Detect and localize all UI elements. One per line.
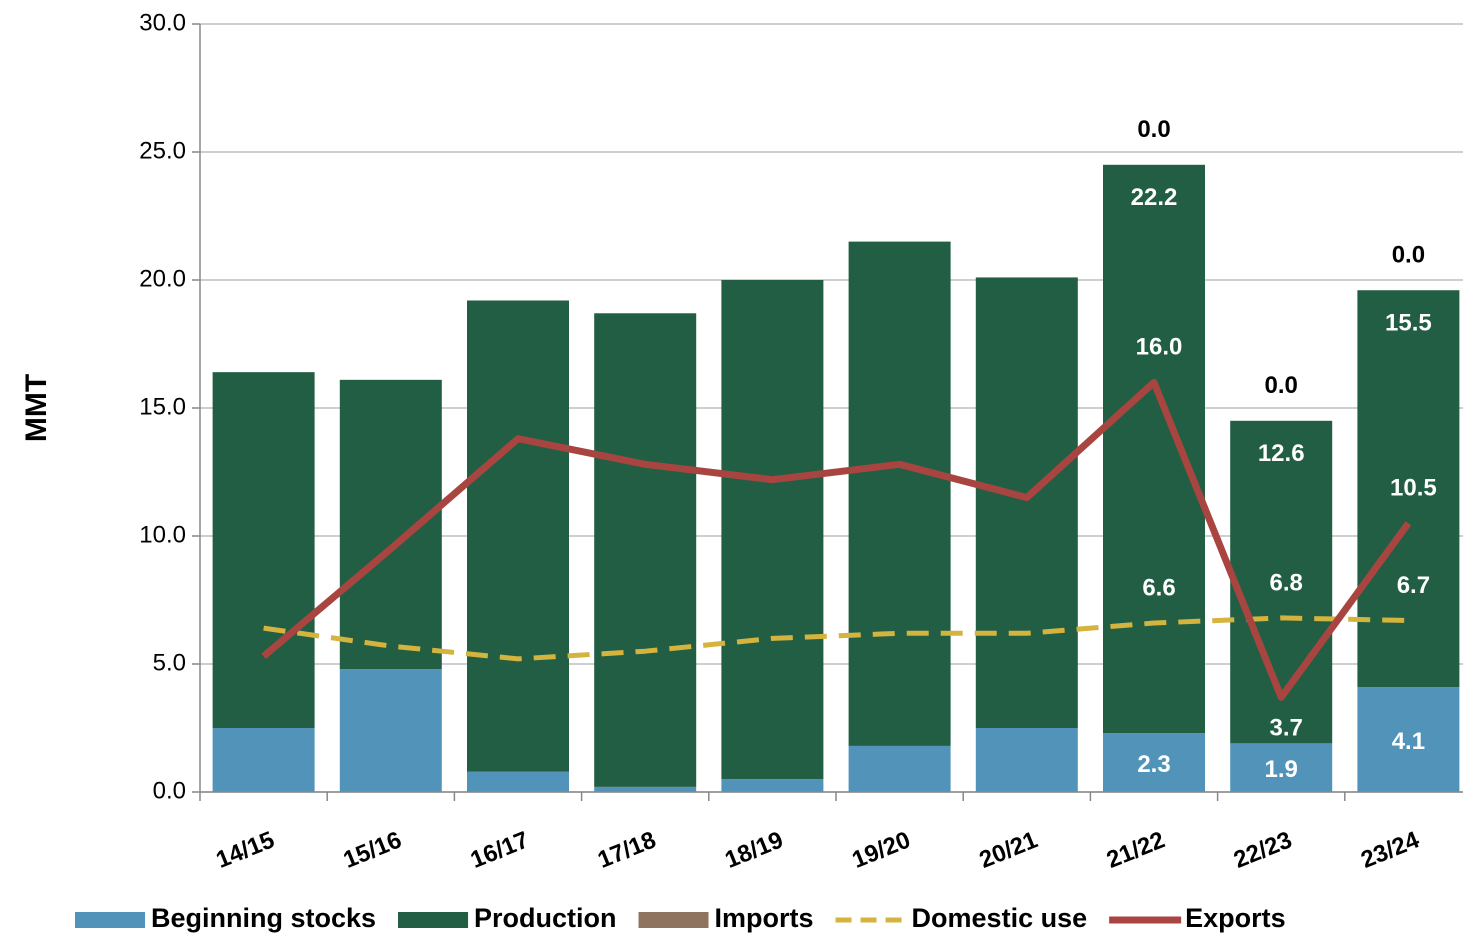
data-label: 15.5	[1385, 310, 1432, 337]
y-tick-label: 20.0	[139, 265, 186, 292]
x-tick-label: 21/22	[1103, 826, 1169, 874]
y-tick-label: 30.0	[139, 9, 186, 36]
bar-segment	[212, 372, 315, 728]
x-tick-label: 14/15	[212, 826, 278, 874]
bar-segment	[212, 728, 315, 792]
x-tick-label: 19/20	[848, 826, 914, 874]
y-tick-label: 25.0	[139, 137, 186, 164]
data-label: 6.6	[1142, 574, 1175, 601]
legend-swatch	[75, 912, 145, 928]
bar-segment	[975, 728, 1078, 792]
bar-segment	[1103, 164, 1205, 734]
data-label: 1.9	[1265, 756, 1298, 783]
bar-segment	[848, 745, 951, 792]
y-tick-label: 10.0	[139, 521, 186, 548]
bar-segment	[848, 241, 951, 746]
y-tick-label: 15.0	[139, 393, 186, 420]
bar-segment	[1357, 687, 1460, 792]
data-label: 10.5	[1390, 475, 1437, 502]
bar-segment	[721, 280, 824, 780]
data-label: 0.0	[1137, 116, 1170, 143]
bar-segment	[467, 771, 569, 792]
bar-segment	[1357, 290, 1460, 688]
data-label: 16.0	[1136, 334, 1183, 361]
legend-label: Imports	[715, 903, 814, 933]
legend-swatch	[638, 912, 709, 928]
data-label: 4.1	[1392, 728, 1425, 755]
y-axis-label: MMT	[20, 374, 53, 442]
legend-swatch	[398, 912, 469, 928]
line-series	[263, 615, 1409, 662]
data-label: 6.8	[1270, 569, 1303, 596]
y-tick-label: 5.0	[153, 649, 186, 676]
data-label: 12.6	[1258, 440, 1305, 467]
x-tick-label: 15/16	[340, 826, 406, 874]
y-tick-label: 0.0	[153, 777, 186, 804]
bar-segment	[339, 379, 442, 670]
data-label: 6.7	[1397, 572, 1430, 599]
bar-segment	[1103, 733, 1205, 792]
data-label: 3.7	[1270, 715, 1303, 742]
legend-label: Domestic use	[912, 903, 1088, 933]
bar-segment	[975, 277, 1078, 728]
legend-label: Beginning stocks	[151, 903, 376, 933]
bar-segment	[594, 786, 697, 792]
data-label: 22.2	[1131, 184, 1178, 211]
legend-label: Exports	[1185, 903, 1286, 933]
x-tick-label: 22/23	[1230, 826, 1296, 874]
legend-label: Production	[474, 903, 617, 933]
x-tick-label: 17/18	[594, 826, 660, 874]
bar-segment	[721, 779, 824, 792]
bar-segment	[594, 313, 697, 787]
data-label: 0.0	[1265, 372, 1298, 399]
bar-segment	[339, 669, 442, 792]
bar-segment	[1230, 743, 1333, 792]
x-tick-label: 23/24	[1357, 826, 1423, 874]
x-tick-label: 16/17	[467, 826, 533, 874]
x-tick-label: 18/19	[721, 826, 787, 874]
data-label: 0.0	[1392, 242, 1425, 269]
bar-segment	[467, 300, 569, 772]
data-label: 2.3	[1137, 751, 1170, 778]
line-series	[261, 378, 1412, 701]
x-tick-label: 20/21	[976, 826, 1042, 874]
